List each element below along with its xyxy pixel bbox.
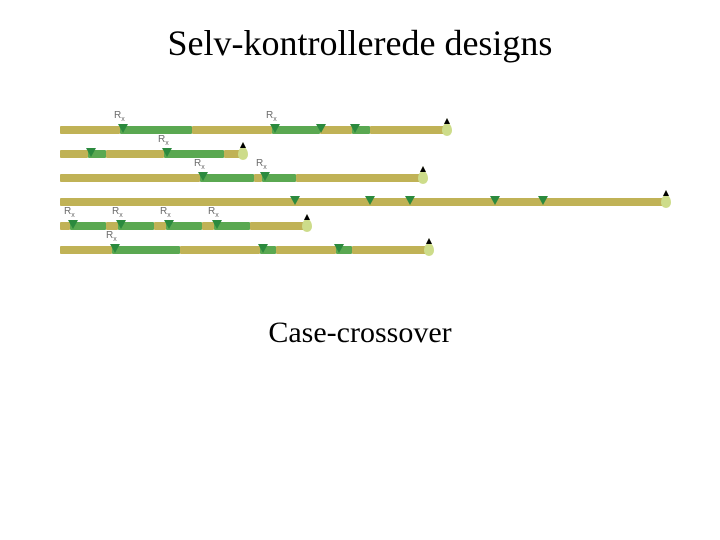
event-marker-icon: [270, 124, 280, 133]
followup-segment: [180, 246, 260, 254]
page-title: Selv-kontrollerede designs: [0, 22, 720, 64]
event-marker-icon: [490, 196, 500, 205]
event-marker-icon: [86, 148, 96, 157]
rx-label: Rx: [266, 110, 277, 123]
exposure-segment: [200, 174, 254, 182]
event-marker-icon: [316, 124, 326, 133]
rx-label: Rx: [106, 230, 117, 243]
event-marker-icon: [164, 220, 174, 229]
event-marker-icon: [365, 196, 375, 205]
event-marker-icon: [258, 244, 268, 253]
timeline-row: [60, 192, 670, 212]
event-marker-icon: [538, 196, 548, 205]
event-marker-icon: [405, 196, 415, 205]
followup-segment: [370, 126, 448, 134]
followup-segment: [60, 174, 200, 182]
event-marker-icon: [290, 196, 300, 205]
followup-segment: [276, 246, 336, 254]
rx-label: Rx: [158, 134, 169, 147]
followup-segment: [60, 150, 88, 158]
timeline-row: RxRxRxRx: [60, 216, 670, 236]
followup-segment: [296, 174, 424, 182]
rx-label: Rx: [64, 206, 75, 219]
outcome-drop-icon: [424, 243, 434, 256]
timeline-row: RxRx: [60, 168, 670, 188]
followup-segment: [60, 246, 112, 254]
outcome-drop-icon: [661, 195, 671, 208]
followup-segment: [60, 126, 120, 134]
rx-label: Rx: [256, 158, 267, 171]
event-marker-icon: [118, 124, 128, 133]
event-marker-icon: [212, 220, 222, 229]
rx-label: Rx: [114, 110, 125, 123]
exposure-segment: [164, 150, 224, 158]
outcome-drop-icon: [442, 123, 452, 136]
followup-segment: [352, 246, 430, 254]
timeline-row: RxRx: [60, 120, 670, 140]
followup-segment: [250, 222, 308, 230]
outcome-drop-icon: [418, 171, 428, 184]
slide: Selv-kontrollerede designs Case-crossove…: [0, 0, 720, 540]
outcome-drop-icon: [238, 147, 248, 160]
rx-label: Rx: [208, 206, 219, 219]
timeline-diagram: RxRxRxRxRxRxRxRxRxRx: [60, 120, 670, 290]
rx-label: Rx: [112, 206, 123, 219]
followup-segment: [106, 150, 164, 158]
event-marker-icon: [68, 220, 78, 229]
subtitle: Case-crossover: [0, 316, 720, 350]
event-marker-icon: [110, 244, 120, 253]
exposure-segment: [112, 246, 180, 254]
followup-segment: [192, 126, 272, 134]
exposure-segment: [120, 126, 192, 134]
timeline-row: Rx: [60, 240, 670, 260]
event-marker-icon: [350, 124, 360, 133]
event-marker-icon: [334, 244, 344, 253]
event-marker-icon: [162, 148, 172, 157]
timeline-row: Rx: [60, 144, 670, 164]
outcome-drop-icon: [302, 219, 312, 232]
event-marker-icon: [116, 220, 126, 229]
event-marker-icon: [198, 172, 208, 181]
event-marker-icon: [260, 172, 270, 181]
rx-label: Rx: [194, 158, 205, 171]
rx-label: Rx: [160, 206, 171, 219]
